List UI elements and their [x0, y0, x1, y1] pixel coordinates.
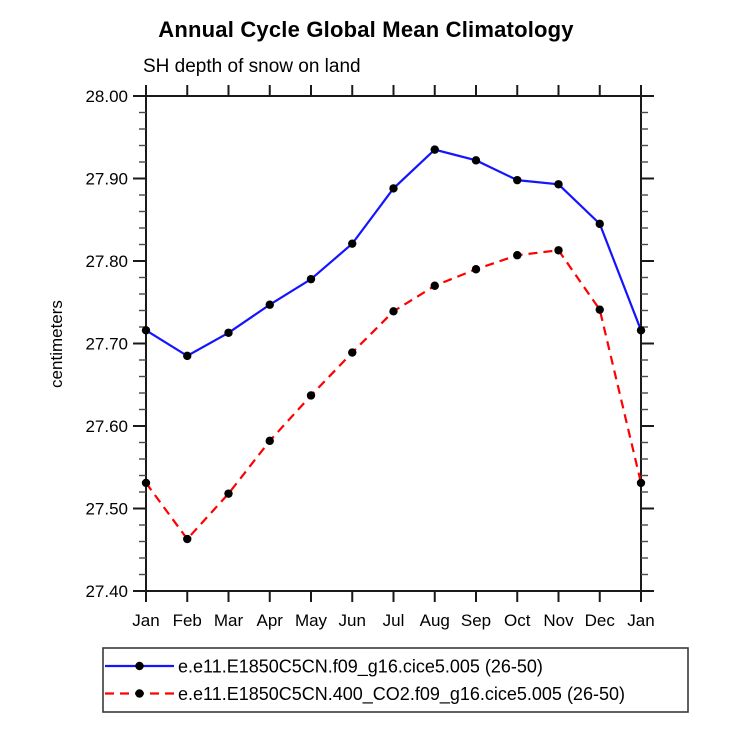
legend-box — [102, 647, 689, 713]
y-tick-label: 27.60 — [85, 417, 128, 436]
chart-title: Annual Cycle Global Mean Climatology — [158, 17, 574, 42]
data-point-marker — [141, 478, 151, 488]
x-tick-label: May — [295, 611, 328, 630]
data-point-marker — [306, 391, 316, 400]
y-tick-label: 27.40 — [85, 582, 128, 601]
x-tick-label: Sep — [461, 611, 491, 630]
y-tick-label: 27.70 — [85, 334, 128, 353]
data-point-marker — [554, 180, 563, 189]
y-tick-label: 28.00 — [85, 87, 128, 106]
data-point-marker — [513, 175, 522, 185]
data-point-marker — [348, 239, 357, 248]
y-tick-label: 27.80 — [85, 252, 128, 271]
plot-frame — [145, 95, 642, 592]
y-tick-label: 27.90 — [85, 169, 128, 188]
data-point-marker — [595, 305, 604, 314]
data-point-marker — [471, 156, 481, 165]
x-tick-label: Jan — [627, 611, 654, 630]
x-tick-label: Apr — [257, 611, 284, 630]
data-point-marker — [471, 265, 481, 274]
x-tick-label: Aug — [420, 611, 450, 630]
data-point-marker — [636, 478, 646, 488]
chart-subtitle: SH depth of snow on land — [143, 56, 361, 77]
x-tick-label: Jun — [339, 611, 366, 630]
x-tick-label: Jul — [383, 611, 405, 630]
data-point-marker — [348, 348, 357, 357]
data-point-marker — [430, 145, 439, 154]
data-point-marker — [430, 281, 439, 290]
legend-marker-1 — [135, 689, 144, 698]
data-point-marker — [595, 219, 604, 229]
series-line-0 — [145, 148, 643, 358]
x-tick-label: Mar — [214, 611, 244, 630]
data-point-marker — [265, 436, 274, 446]
x-tick-label: Feb — [173, 611, 202, 630]
x-tick-label: Nov — [543, 611, 574, 630]
data-point-marker — [389, 307, 398, 316]
data-point-marker — [554, 246, 563, 255]
data-point-marker — [636, 326, 646, 335]
x-tick-label: Jan — [132, 611, 159, 630]
y-tick-label: 27.50 — [85, 499, 128, 518]
data-point-marker — [265, 300, 274, 309]
series-line-1 — [145, 249, 643, 541]
data-point-marker — [513, 251, 522, 260]
x-tick-label: Dec — [585, 611, 616, 630]
data-point-marker — [389, 184, 398, 193]
data-point-marker — [183, 351, 192, 361]
data-point-marker — [306, 274, 316, 284]
legend-label-0: e.e11.E1850C5CN.f09_g16.cice5.005 (26-50… — [178, 656, 543, 677]
data-point-marker — [224, 328, 233, 337]
data-point-marker — [183, 534, 192, 544]
x-tick-label: Oct — [504, 611, 531, 630]
data-point-marker — [141, 326, 151, 335]
legend-label-1: e.e11.E1850C5CN.400_CO2.f09_g16.cice5.00… — [178, 684, 625, 705]
legend-marker-0 — [135, 661, 144, 671]
data-point-marker — [224, 489, 233, 498]
